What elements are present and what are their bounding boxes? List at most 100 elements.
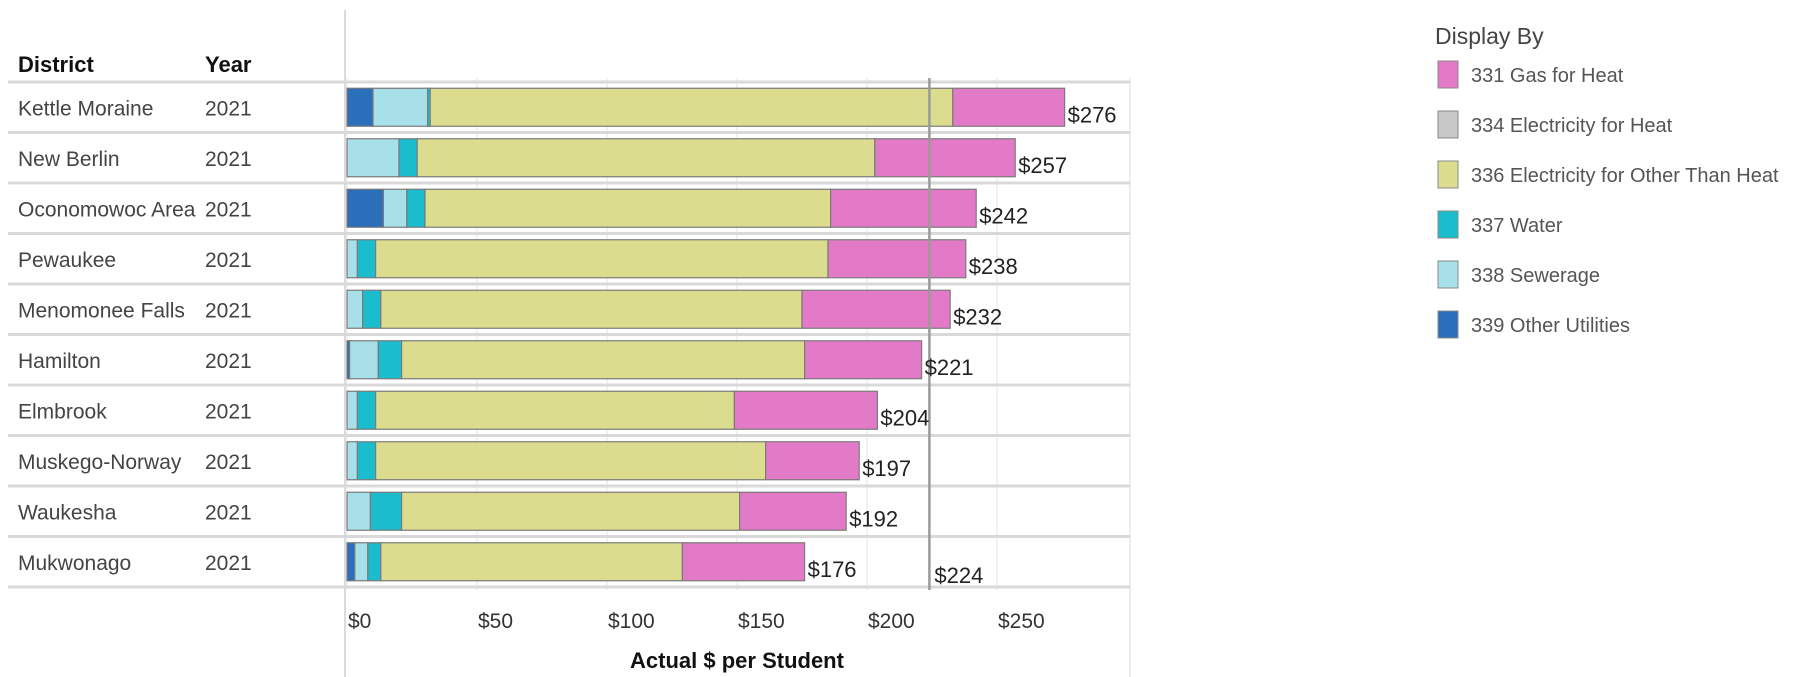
year-label: 2021 bbox=[205, 350, 252, 373]
legend-label: 337 Water bbox=[1471, 215, 1563, 237]
x-tick-label: $250 bbox=[998, 610, 1045, 633]
district-label: Menomonee Falls bbox=[18, 299, 185, 322]
bar-segment-336-electricity-for-other-than-heat bbox=[380, 542, 683, 582]
legend-label: 331 Gas for Heat bbox=[1471, 65, 1624, 87]
year-label: 2021 bbox=[205, 451, 252, 474]
legend-label: 338 Sewerage bbox=[1471, 265, 1600, 287]
average-reference-line: $224 bbox=[928, 78, 983, 590]
reference-line-label: $224 bbox=[934, 563, 983, 588]
bar-total-label: $221 bbox=[925, 355, 974, 380]
district-label: Waukesha bbox=[18, 501, 117, 524]
bar-segment-331-gas-for-heat bbox=[764, 441, 860, 481]
x-tick-label: $200 bbox=[868, 610, 915, 633]
bar-total-label: $238 bbox=[969, 254, 1018, 279]
year-label: 2021 bbox=[205, 249, 252, 272]
bar-segment-338-sewerage bbox=[372, 87, 429, 127]
bar-segment-338-sewerage bbox=[346, 138, 400, 178]
bar-segment-331-gas-for-heat bbox=[801, 289, 951, 329]
district-label: Oconomowoc Area bbox=[18, 198, 196, 221]
bar-segment-336-electricity-for-other-than-heat bbox=[401, 340, 806, 380]
bar-total-label: $192 bbox=[849, 506, 898, 531]
year-label: 2021 bbox=[205, 501, 252, 524]
x-tick-label: $100 bbox=[608, 610, 655, 633]
row-labels: Kettle Moraine 2021 New Berlin 2021 Oconomow… bbox=[18, 97, 252, 575]
bar-segment-336-electricity-for-other-than-heat bbox=[375, 390, 735, 430]
stacked-bars bbox=[346, 87, 1066, 582]
district-label: Elmbrook bbox=[18, 400, 107, 423]
legend-swatch bbox=[1437, 60, 1459, 89]
legend-label: 336 Electricity for Other Than Heat bbox=[1471, 165, 1779, 187]
x-tick-label: $50 bbox=[478, 610, 513, 633]
bar-segment-337-water bbox=[377, 340, 403, 380]
legend: Display By 331 Gas for Heat 334 Electrici… bbox=[1435, 23, 1779, 339]
district-label: Kettle Moraine bbox=[18, 97, 153, 120]
legend-label: 339 Other Utilities bbox=[1471, 315, 1630, 337]
bar-segment-338-sewerage bbox=[349, 340, 379, 380]
x-axis-title: Actual $ per Student bbox=[630, 648, 845, 673]
legend-swatch bbox=[1437, 210, 1459, 239]
bar-segment-331-gas-for-heat bbox=[829, 188, 977, 228]
bar-segment-337-water bbox=[367, 542, 382, 582]
district-label: New Berlin bbox=[18, 148, 120, 171]
bar-total-label: $197 bbox=[862, 456, 911, 481]
bar-total-label: $257 bbox=[1018, 153, 1067, 178]
year-label: 2021 bbox=[205, 97, 252, 120]
bar-segment-331-gas-for-heat bbox=[803, 340, 923, 380]
bar-segment-336-electricity-for-other-than-heat bbox=[416, 138, 876, 178]
bar-segment-336-electricity-for-other-than-heat bbox=[429, 87, 954, 127]
district-label: Pewaukee bbox=[18, 249, 116, 272]
bar-segment-339-other-utilities bbox=[346, 188, 385, 228]
bar-segment-337-water bbox=[356, 441, 377, 481]
column-header-year: Year bbox=[205, 52, 252, 77]
bar-segment-336-electricity-for-other-than-heat bbox=[424, 188, 832, 228]
row-separators bbox=[8, 80, 1130, 589]
legend-swatch bbox=[1437, 160, 1459, 189]
bar-segment-337-water bbox=[369, 491, 403, 531]
bar-total-label: $204 bbox=[880, 405, 929, 430]
year-label: 2021 bbox=[205, 400, 252, 423]
bar-segment-337-water bbox=[356, 390, 377, 430]
year-label: 2021 bbox=[205, 552, 252, 575]
year-label: 2021 bbox=[205, 148, 252, 171]
legend-swatch bbox=[1437, 260, 1459, 289]
bar-segment-338-sewerage bbox=[354, 542, 369, 582]
bar-segment-338-sewerage bbox=[346, 239, 358, 279]
legend-swatch bbox=[1437, 310, 1459, 339]
bar-segment-337-water bbox=[398, 138, 418, 178]
legend-swatch bbox=[1437, 110, 1459, 139]
x-axis: $0 $50 $100 $150 $200 $250 bbox=[348, 610, 1045, 633]
bar-segment-336-electricity-for-other-than-heat bbox=[375, 239, 829, 279]
district-label: Mukwonago bbox=[18, 552, 131, 575]
district-label: Hamilton bbox=[18, 350, 101, 373]
legend-title: Display By bbox=[1435, 23, 1544, 49]
bar-segment-337-water bbox=[356, 239, 377, 279]
bar-segment-331-gas-for-heat bbox=[952, 87, 1066, 127]
x-tick-label: $0 bbox=[348, 610, 371, 633]
year-label: 2021 bbox=[205, 198, 252, 221]
bar-segment-331-gas-for-heat bbox=[733, 390, 879, 430]
bar-segment-338-sewerage bbox=[382, 188, 408, 228]
bar-total-label: $232 bbox=[953, 304, 1002, 329]
bar-total-label: $276 bbox=[1068, 102, 1117, 127]
bar-segment-338-sewerage bbox=[346, 390, 358, 430]
bar-segment-337-water bbox=[362, 289, 382, 329]
bar-segment-331-gas-for-heat bbox=[738, 491, 847, 531]
bar-segment-336-electricity-for-other-than-heat bbox=[401, 491, 741, 531]
bar-segment-338-sewerage bbox=[346, 491, 371, 531]
bar-segment-338-sewerage bbox=[346, 289, 364, 329]
bar-segment-339-other-utilities bbox=[346, 87, 374, 127]
bar-segment-331-gas-for-heat bbox=[827, 239, 967, 279]
bar-segment-337-water bbox=[406, 188, 426, 228]
bar-segment-331-gas-for-heat bbox=[681, 542, 806, 582]
district-label: Muskego-Norway bbox=[18, 451, 182, 474]
legend-label: 334 Electricity for Heat bbox=[1471, 115, 1673, 137]
bar-segment-338-sewerage bbox=[346, 441, 358, 481]
column-header-district: District bbox=[18, 52, 94, 77]
bar-segment-336-electricity-for-other-than-heat bbox=[380, 289, 803, 329]
bar-total-labels: $276 $257 $242 $238 $232 $221 $204 $197 $192 $176 bbox=[808, 102, 1117, 582]
bar-total-label: $176 bbox=[808, 557, 857, 582]
x-tick-label: $150 bbox=[738, 610, 785, 633]
bar-total-label: $242 bbox=[979, 203, 1028, 228]
bar-segment-331-gas-for-heat bbox=[874, 138, 1016, 178]
